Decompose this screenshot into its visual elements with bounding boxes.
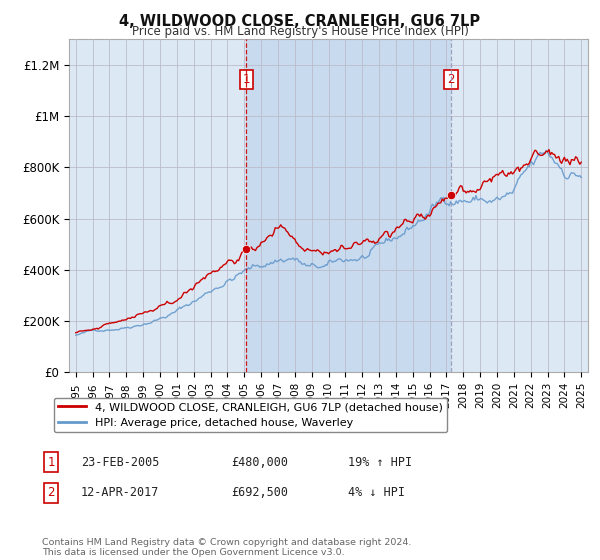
Text: 1: 1 <box>242 73 250 86</box>
Text: 2: 2 <box>47 486 55 500</box>
Text: 19% ↑ HPI: 19% ↑ HPI <box>348 455 412 469</box>
Text: Price paid vs. HM Land Registry's House Price Index (HPI): Price paid vs. HM Land Registry's House … <box>131 25 469 38</box>
Text: 4, WILDWOOD CLOSE, CRANLEIGH, GU6 7LP: 4, WILDWOOD CLOSE, CRANLEIGH, GU6 7LP <box>119 14 481 29</box>
Text: 4% ↓ HPI: 4% ↓ HPI <box>348 486 405 500</box>
Bar <box>246 39 451 372</box>
Text: £692,500: £692,500 <box>231 486 288 500</box>
Text: 2: 2 <box>448 73 455 86</box>
Legend: 4, WILDWOOD CLOSE, CRANLEIGH, GU6 7LP (detached house), HPI: Average price, deta: 4, WILDWOOD CLOSE, CRANLEIGH, GU6 7LP (d… <box>53 398 447 432</box>
Text: 23-FEB-2005: 23-FEB-2005 <box>81 455 160 469</box>
Text: £480,000: £480,000 <box>231 455 288 469</box>
Text: Contains HM Land Registry data © Crown copyright and database right 2024.
This d: Contains HM Land Registry data © Crown c… <box>42 538 412 557</box>
Text: 12-APR-2017: 12-APR-2017 <box>81 486 160 500</box>
Text: 1: 1 <box>47 455 55 469</box>
